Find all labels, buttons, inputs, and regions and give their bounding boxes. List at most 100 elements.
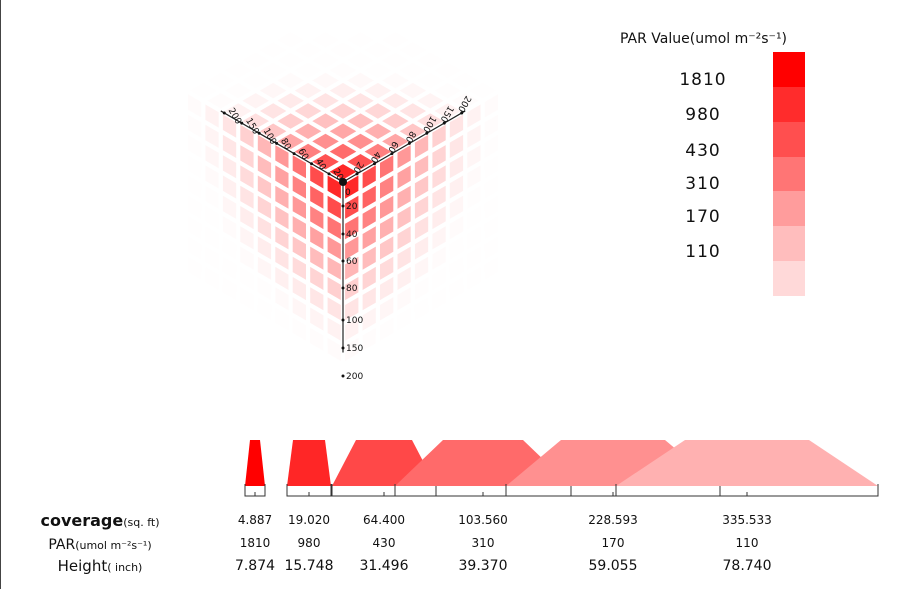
cube-tile-left <box>292 297 306 321</box>
cube-tile-top <box>312 93 339 109</box>
cube-tile-left <box>205 226 219 250</box>
axis-tick-dot <box>257 131 261 135</box>
cube-tile-right <box>397 246 411 270</box>
cube-tile-top <box>312 154 339 170</box>
vertical-axis-tick-label: 80 <box>346 284 358 294</box>
cube-tile-right <box>345 195 359 219</box>
axis-tick-dot <box>240 121 244 125</box>
vertical-axis-tick-label: 150 <box>346 344 363 354</box>
cube-tile-left <box>275 185 289 209</box>
cube-tile-right <box>414 155 429 179</box>
cube-tile-right <box>380 236 394 260</box>
cube-tile-top <box>277 93 304 109</box>
cube-tile-left <box>222 195 237 219</box>
cube-tile-right <box>362 165 376 189</box>
cube-tile-top <box>364 123 392 139</box>
cube-tile-right <box>362 307 376 331</box>
cube-tile-top <box>259 42 287 58</box>
cube-tile-left <box>222 155 237 179</box>
cube-tile-right <box>380 297 394 321</box>
cube-tile-right <box>362 206 376 230</box>
cube-tile-top <box>399 62 427 79</box>
cube-tile-right <box>484 216 498 240</box>
cube-tile-top <box>329 82 357 99</box>
cube-tile-top <box>347 32 374 48</box>
cube-tile-right <box>397 287 411 311</box>
cube-tile-left <box>257 236 272 260</box>
cube-tile-top <box>399 42 427 58</box>
cube-tile-top <box>399 123 427 139</box>
cube-tile-top <box>469 82 496 99</box>
axis-tick-dot <box>425 131 429 135</box>
par-value: 310 <box>471 536 495 550</box>
cube-tile-top <box>417 113 444 129</box>
cube-tile-left <box>310 165 324 189</box>
cube-tile-left <box>205 104 219 128</box>
cube-tile-left <box>310 185 324 209</box>
cube-tile-right <box>345 337 359 361</box>
cube-tile-top <box>382 93 409 109</box>
cube-tile-left <box>275 165 289 189</box>
cube-tile-right <box>397 185 411 209</box>
height-value: 7.874 <box>234 558 276 574</box>
height-value: 31.496 <box>359 558 409 574</box>
axis-tick-dot <box>341 286 345 290</box>
cube-tile-top <box>277 32 304 48</box>
cube-tile-top <box>434 103 461 119</box>
cube-tile-top <box>225 82 252 99</box>
cube-tile-top <box>225 62 252 79</box>
cube-tile-right <box>467 185 481 209</box>
coverage-value: 19.020 <box>288 513 330 527</box>
par-unit: (umol m⁻²s⁻¹) <box>75 539 152 552</box>
cube-tile-top <box>312 133 339 150</box>
cube-tile-left <box>310 206 324 230</box>
cube-tile-left <box>240 287 254 311</box>
cube-tile-right <box>380 195 394 219</box>
height-label: Height <box>57 557 108 575</box>
legend-swatch <box>773 226 805 262</box>
cube-tile-right <box>345 277 359 301</box>
cube-tile-left <box>222 277 237 301</box>
cube-tile-right <box>484 155 498 179</box>
cube-tile-left <box>327 256 341 280</box>
cube-tile-right <box>414 134 429 158</box>
legend-label-980: 980 <box>685 105 721 125</box>
cube-tile-right <box>449 114 464 138</box>
cube-tile-left <box>292 256 306 280</box>
cube-tile-right <box>467 206 481 230</box>
axis-tick-dot <box>390 152 394 156</box>
cube-tile-left <box>188 195 202 219</box>
cube-tile-left <box>240 165 254 189</box>
cube-tile-top <box>364 143 392 160</box>
cube-tile-left <box>205 206 219 230</box>
legend-swatch <box>773 156 805 192</box>
cube-tile-right <box>414 216 429 240</box>
cube-tile-right <box>449 216 464 240</box>
cube-tile-left <box>292 195 306 219</box>
cube-tile-left <box>327 277 341 301</box>
cube-tile-top <box>347 72 374 89</box>
cube-tile-top <box>364 103 392 119</box>
cube-tile-top <box>434 62 461 79</box>
cube-tile-left <box>310 266 324 290</box>
legend-title: PAR Value(umol m⁻²s⁻¹) <box>620 31 788 47</box>
par-value: 170 <box>601 536 625 550</box>
cube-tile-left <box>310 246 324 270</box>
cube-tile-top <box>347 133 374 150</box>
cube-tile-left <box>240 226 254 250</box>
cube-tile-right <box>362 226 376 250</box>
cube-tile-top <box>382 133 409 150</box>
cube-tile-left <box>188 155 202 179</box>
legend-label-170: 170 <box>685 207 721 227</box>
axis-tick-dot <box>341 259 345 263</box>
legend-label-110: 110 <box>685 242 721 262</box>
cube-tile-top <box>312 32 339 48</box>
height-value: 59.055 <box>588 558 638 574</box>
cube-tile-left <box>222 175 237 199</box>
cube-tile-left <box>257 277 272 301</box>
legend-swatch <box>773 121 805 157</box>
cube-tile-right <box>414 195 429 219</box>
height-unit: ( inch) <box>107 561 143 574</box>
cube-tile-left <box>257 195 272 219</box>
cube-tile-left <box>292 175 306 199</box>
